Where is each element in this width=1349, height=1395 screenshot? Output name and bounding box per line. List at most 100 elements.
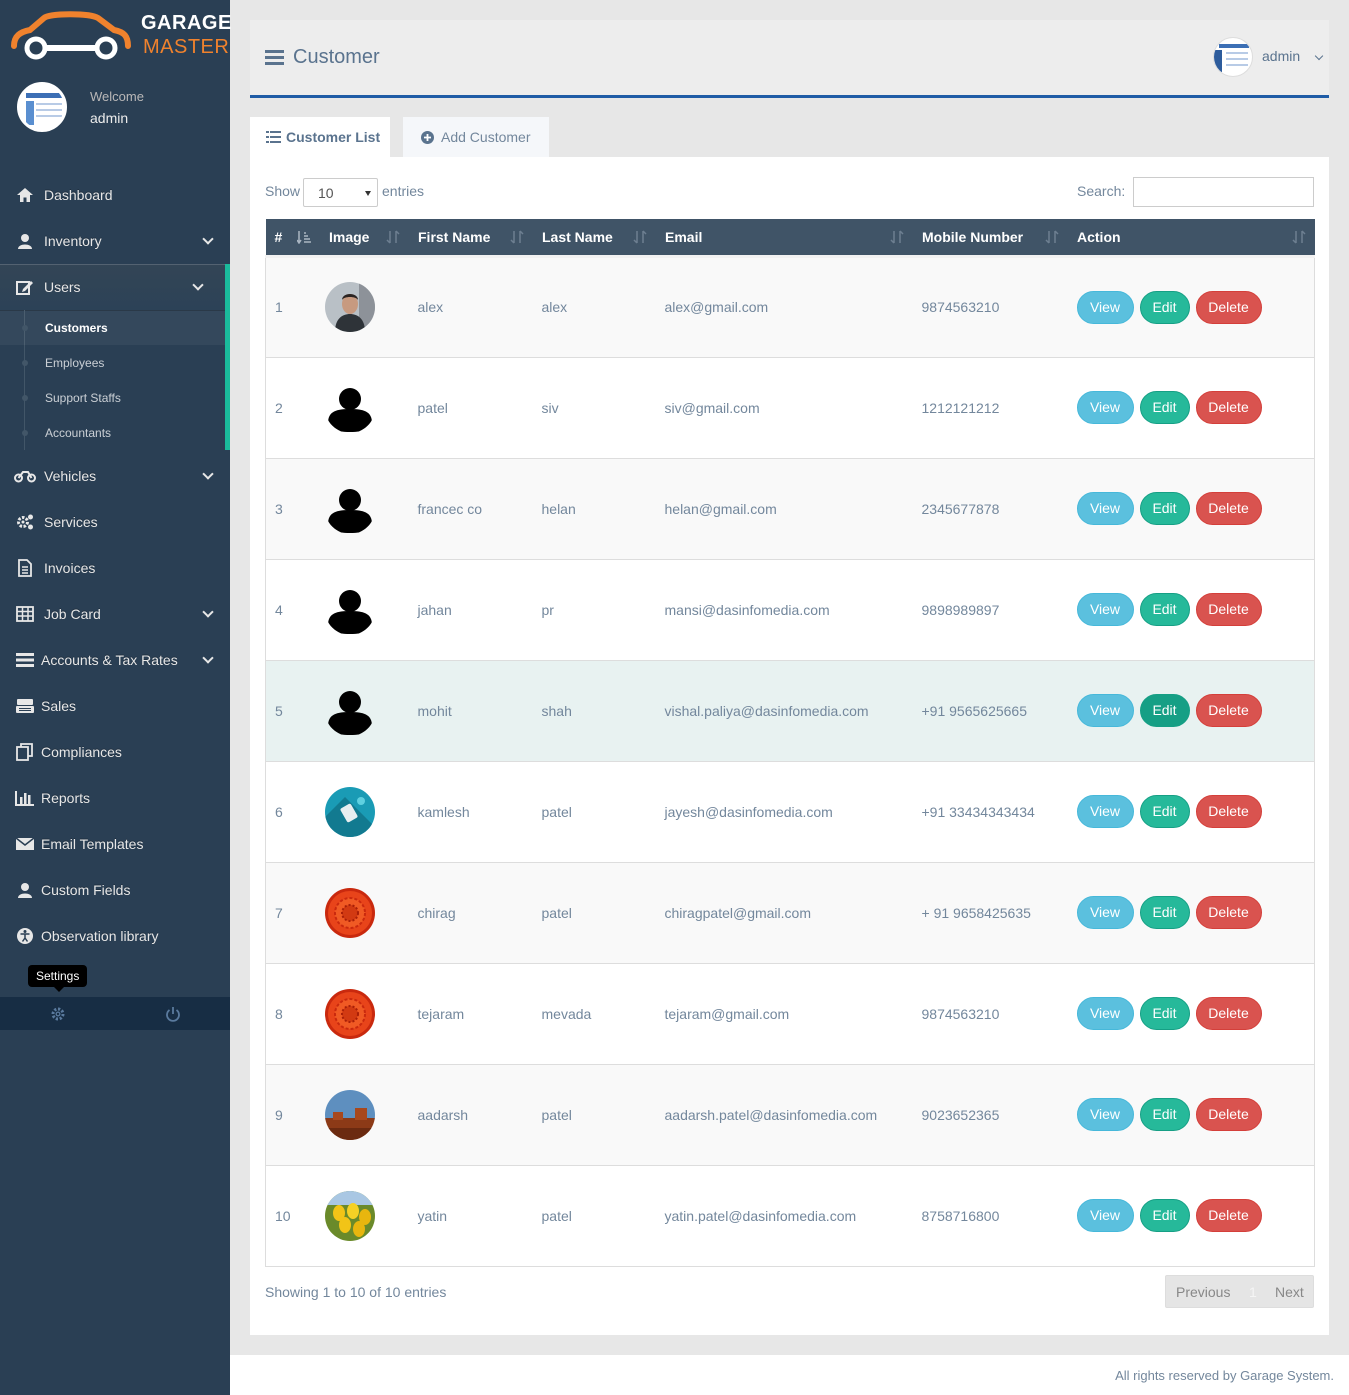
logout-button[interactable]: [115, 997, 230, 1030]
edit-button[interactable]: Edit: [1139, 997, 1190, 1030]
delete-button[interactable]: Delete: [1195, 795, 1262, 828]
user-avatar[interactable]: [1213, 37, 1253, 77]
sidebar-subitem-customers[interactable]: Customers: [0, 310, 225, 345]
delete-button[interactable]: Delete: [1195, 694, 1262, 727]
edit-button[interactable]: Edit: [1139, 694, 1190, 727]
page-1-button[interactable]: 1: [1249, 1284, 1257, 1300]
sidebar-item-observation-library[interactable]: Observation library: [0, 913, 230, 959]
view-button[interactable]: View: [1076, 795, 1134, 828]
avatar[interactable]: [17, 82, 67, 132]
sidebar-item-inventory[interactable]: Inventory: [0, 218, 230, 264]
customer-avatar: [324, 1190, 375, 1241]
cell-actions: View Edit Delete: [1067, 963, 1315, 1064]
delete-button[interactable]: Delete: [1195, 492, 1262, 525]
view-button[interactable]: View: [1076, 593, 1134, 626]
delete-button[interactable]: Delete: [1195, 1199, 1262, 1232]
accessibility-icon: [14, 927, 36, 945]
column-header-first-name[interactable]: First Name: [408, 219, 533, 256]
edit-button[interactable]: Edit: [1139, 1199, 1190, 1232]
sidebar-subitem-employees[interactable]: Employees: [0, 345, 225, 380]
cell-image: [320, 1064, 409, 1165]
column-header-action[interactable]: Action: [1067, 219, 1315, 256]
sidebar-item-custom-fields[interactable]: Custom Fields: [0, 867, 230, 913]
view-button[interactable]: View: [1076, 1098, 1134, 1131]
chevron-down-icon[interactable]: [1314, 51, 1324, 61]
previous-page-button[interactable]: Previous: [1176, 1284, 1231, 1300]
sidebar-item-label: Vehicles: [44, 468, 97, 484]
edit-button[interactable]: Edit: [1139, 391, 1190, 424]
column-header-number[interactable]: #: [265, 219, 320, 256]
table-row[interactable]: 7 chirag patel chiragpatel@gmail.com + 91 96…: [265, 862, 1315, 963]
sidebar-item-job-card[interactable]: Job Card: [0, 591, 230, 637]
column-header-last-name[interactable]: Last Name: [532, 219, 656, 256]
brand[interactable]: GARAGE MASTER: [0, 0, 231, 70]
column-header-image[interactable]: Image: [319, 219, 409, 256]
menu-toggle-icon[interactable]: [265, 50, 284, 65]
cell-actions: View Edit Delete: [1067, 1165, 1315, 1266]
delete-button[interactable]: Delete: [1195, 391, 1262, 424]
table-row[interactable]: 4 jahan pr mansi@dasinfomedia.com 9898989897…: [265, 559, 1315, 660]
view-button[interactable]: View: [1076, 290, 1134, 324]
sort-icon: [510, 230, 524, 244]
user-menu-name[interactable]: admin: [1262, 48, 1301, 64]
delete-button[interactable]: Delete: [1195, 593, 1262, 626]
tab-customer-list[interactable]: Customer List: [250, 117, 390, 157]
cell-image: [320, 660, 409, 761]
table-row[interactable]: 8 tejaram mevada tejaram@gmail.com 987456321…: [265, 963, 1315, 1064]
sidebar-profile: Welcome admin: [0, 78, 230, 138]
sidebar-item-reports[interactable]: Reports: [0, 775, 230, 821]
view-button[interactable]: View: [1076, 896, 1134, 929]
tab-add-customer[interactable]: Add Customer: [403, 117, 549, 157]
table-row[interactable]: 1 alex alex alex@gmail.com 9874563210 View Edi…: [265, 256, 1315, 357]
brand-line-2: MASTER: [143, 36, 230, 58]
delete-button[interactable]: Delete: [1195, 290, 1262, 324]
delete-button[interactable]: Delete: [1195, 896, 1262, 929]
sidebar-item-vehicles[interactable]: Vehicles: [0, 453, 230, 499]
table-row[interactable]: 2 patel siv siv@gmail.com 1212121212 View Edit…: [265, 357, 1315, 458]
view-button[interactable]: View: [1076, 492, 1134, 525]
view-button[interactable]: View: [1076, 997, 1134, 1030]
delete-button[interactable]: Delete: [1195, 997, 1262, 1030]
sidebar-item-accounts-tax[interactable]: Accounts & Tax Rates: [0, 637, 230, 683]
table-row[interactable]: 3 francec co helan helan@gmail.com 234567787…: [265, 458, 1315, 559]
edit-button[interactable]: Edit: [1139, 593, 1190, 626]
edit-button[interactable]: Edit: [1139, 1098, 1190, 1131]
list-icon: [14, 651, 36, 669]
view-button[interactable]: View: [1076, 391, 1134, 424]
subitem-label: Accountants: [45, 425, 112, 440]
sidebar-footer: [0, 997, 230, 1030]
sidebar-item-sales[interactable]: Sales: [0, 683, 230, 729]
next-page-button[interactable]: Next: [1275, 1284, 1304, 1300]
view-button[interactable]: View: [1076, 1199, 1134, 1232]
sidebar-item-label: Observation library: [41, 928, 159, 944]
table-row[interactable]: 10 yatin patel yatin.patel@dasinfomedia.com…: [265, 1165, 1315, 1266]
view-button[interactable]: View: [1076, 694, 1134, 727]
cell-number: 4: [265, 559, 320, 660]
table-row[interactable]: 9 aadarsh patel aadarsh.patel@dasinfomedia.…: [265, 1064, 1315, 1165]
sidebar-item-label: Users: [44, 279, 81, 295]
delete-button[interactable]: Delete: [1195, 1098, 1262, 1131]
sidebar-subitem-support-staffs[interactable]: Support Staffs: [0, 380, 225, 415]
edit-button[interactable]: Edit: [1139, 795, 1190, 828]
column-header-mobile[interactable]: Mobile Number: [912, 219, 1068, 256]
sidebar-item-users[interactable]: Users: [0, 264, 230, 310]
settings-button[interactable]: [0, 997, 115, 1030]
table-row[interactable]: 5 mohit shah vishal.paliya@dasinfomedia.com…: [265, 660, 1315, 761]
entries-length-select[interactable]: 10: [303, 178, 378, 207]
column-header-email[interactable]: Email: [655, 219, 913, 256]
search-input[interactable]: [1133, 177, 1314, 207]
customer-avatar: [325, 484, 375, 534]
sidebar-item-dashboard[interactable]: Dashboard: [0, 172, 230, 218]
sidebar-item-invoices[interactable]: Invoices: [0, 545, 230, 591]
sidebar-subitem-accountants[interactable]: Accountants: [0, 415, 225, 450]
cell-email: chiragpatel@gmail.com: [664, 904, 812, 921]
sidebar-item-services[interactable]: Services: [0, 499, 230, 545]
edit-button[interactable]: Edit: [1139, 492, 1190, 525]
sidebar-item-compliances[interactable]: Compliances: [0, 729, 230, 775]
edit-button[interactable]: Edit: [1139, 896, 1190, 929]
cell-email: jayesh@dasinfomedia.com: [664, 803, 833, 820]
edit-button[interactable]: Edit: [1139, 290, 1190, 324]
table-row[interactable]: 6 kamlesh patel jayesh@dasinfomedia.com +91 …: [265, 761, 1315, 862]
copy-icon: [14, 743, 36, 761]
sidebar-item-email-templates[interactable]: Email Templates: [0, 821, 230, 867]
